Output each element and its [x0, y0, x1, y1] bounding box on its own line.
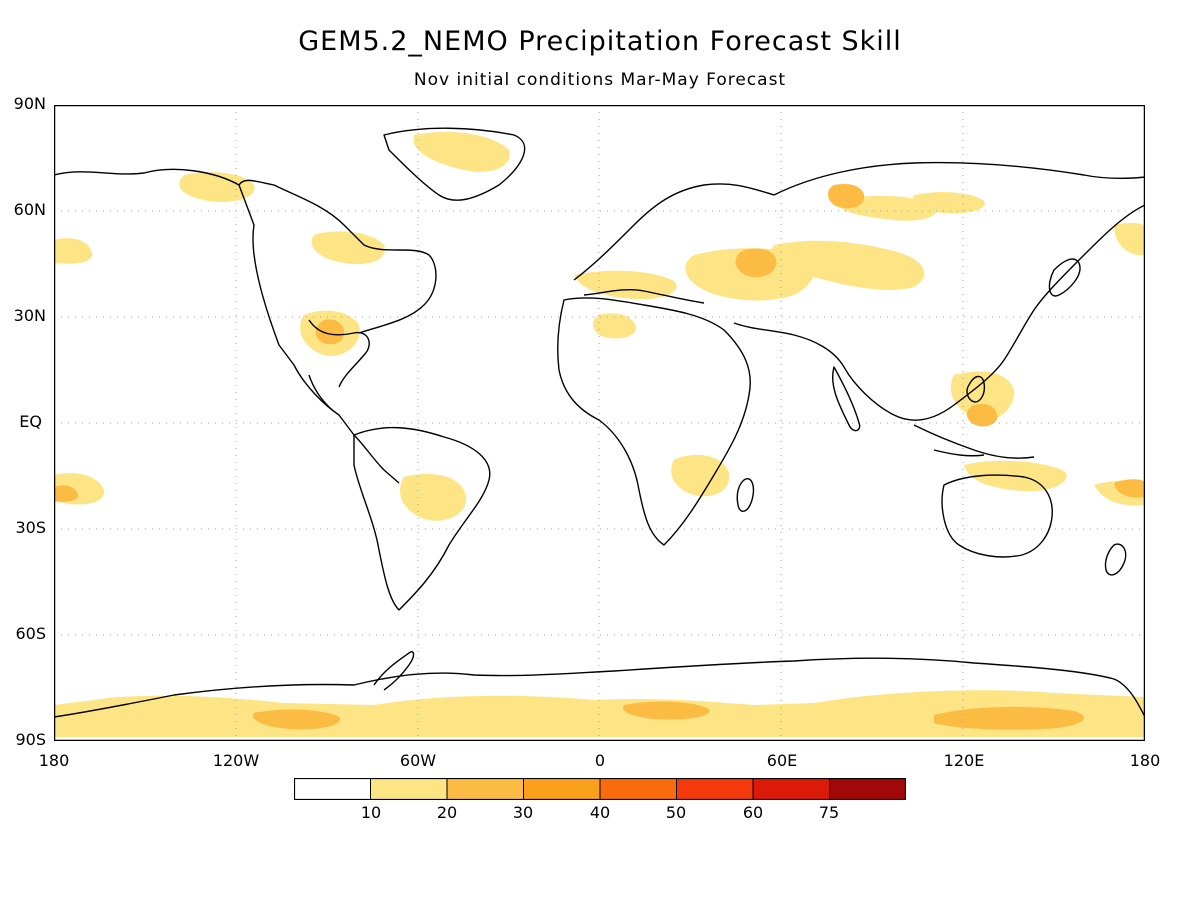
lat-label-30n: 30N: [13, 306, 46, 325]
lon-label-0: 0: [594, 751, 606, 770]
coast-australia: [941, 474, 1053, 558]
coast-new-zealand: [1104, 543, 1127, 576]
lon-label-60e: 60E: [766, 751, 798, 770]
map-border: [54, 105, 1145, 741]
coast-europe: [573, 183, 775, 304]
coastlines: [54, 127, 1145, 718]
lat-label-60s: 60S: [15, 624, 46, 643]
map-subtitle: Nov initial conditions Mar-May Forecast: [413, 70, 787, 90]
colorbar-label-75: 75: [818, 803, 840, 822]
colorbar-label-50: 50: [665, 803, 687, 822]
colorbar-swatch: [752, 778, 830, 800]
coast-asia: [733, 161, 1145, 421]
coast-japan: [1048, 258, 1081, 297]
colorbar-svg: [294, 778, 906, 800]
coast-philippines: [966, 375, 986, 403]
coast-india: [832, 366, 861, 432]
lon-label-180e: 180: [1129, 751, 1161, 770]
colorbar-swatch: [294, 778, 371, 800]
colorbar-label-60: 60: [742, 803, 764, 822]
lon-label-180w: 180: [38, 751, 70, 770]
coast-africa: [557, 297, 751, 546]
map-title: GEM5.2_NEMO Precipitation Forecast Skill: [298, 26, 902, 57]
colorbar-swatch: [446, 778, 524, 800]
coast-north-america: [54, 168, 437, 484]
coast-gulf-of-mexico: [308, 319, 370, 388]
lat-label-eq: EQ: [19, 412, 42, 431]
coast-madagascar: [736, 478, 755, 512]
colorbar-label-20: 20: [436, 803, 458, 822]
lat-label-60n: 60N: [13, 200, 46, 219]
lat-label-90n: 90N: [13, 94, 46, 113]
lon-label-120e: 120E: [943, 751, 985, 770]
coast-antarctic-peninsula: [373, 651, 415, 691]
lat-label-30s: 30S: [15, 518, 46, 537]
colorbar-label-40: 40: [589, 803, 611, 822]
coast-antarctica: [54, 657, 1145, 718]
colorbar-swatch: [829, 778, 906, 800]
map-panel: [54, 105, 1145, 741]
coast-south-america: [353, 426, 491, 611]
colorbar: [294, 778, 906, 800]
colorbar-label-10: 10: [360, 803, 382, 822]
colorbar-swatch: [370, 778, 448, 800]
colorbar-swatch: [676, 778, 754, 800]
coast-greenland: [383, 127, 526, 201]
skill-shading: [54, 131, 1145, 737]
colorbar-border: [294, 778, 906, 800]
lon-label-60w: 60W: [399, 751, 437, 770]
coast-indonesia: [913, 424, 1035, 459]
colorbar-label-30: 30: [512, 803, 534, 822]
lat-label-90s: 90S: [15, 730, 46, 749]
lon-label-120w: 120W: [212, 751, 260, 770]
map-svg: [54, 105, 1145, 741]
colorbar-swatch: [523, 778, 601, 800]
colorbar-swatch: [599, 778, 677, 800]
